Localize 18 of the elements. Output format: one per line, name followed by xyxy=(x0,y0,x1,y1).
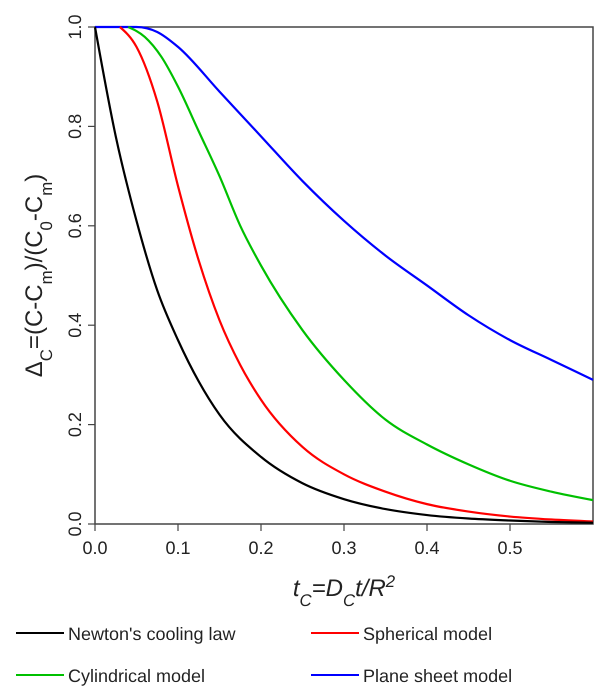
y-tick-label: 0.2 xyxy=(65,412,85,438)
y-tick-label: 1.0 xyxy=(65,14,85,40)
y-tick-label: 0.0 xyxy=(65,511,85,537)
x-tick-label: 0.2 xyxy=(248,538,274,558)
x-tick-label: 0.0 xyxy=(82,538,108,558)
legend-label: Plane sheet model xyxy=(363,666,512,686)
legend-label: Cylindrical model xyxy=(68,666,206,686)
legend-label: Newton's cooling law xyxy=(68,624,237,644)
legend-label: Spherical model xyxy=(363,624,492,644)
y-tick-label: 0.8 xyxy=(65,114,85,139)
x-tick-label: 0.5 xyxy=(497,538,523,558)
y-tick-label: 0.6 xyxy=(65,213,85,238)
x-tick-label: 0.3 xyxy=(331,538,357,558)
y-tick-label: 0.4 xyxy=(65,312,85,338)
x-tick-label: 0.1 xyxy=(165,538,191,558)
x-tick-label: 0.4 xyxy=(414,538,440,558)
x-axis-title: t$_{C}$=D$_{C}$t/R$^{2}$ xyxy=(292,572,396,610)
line-series xyxy=(94,26,594,381)
